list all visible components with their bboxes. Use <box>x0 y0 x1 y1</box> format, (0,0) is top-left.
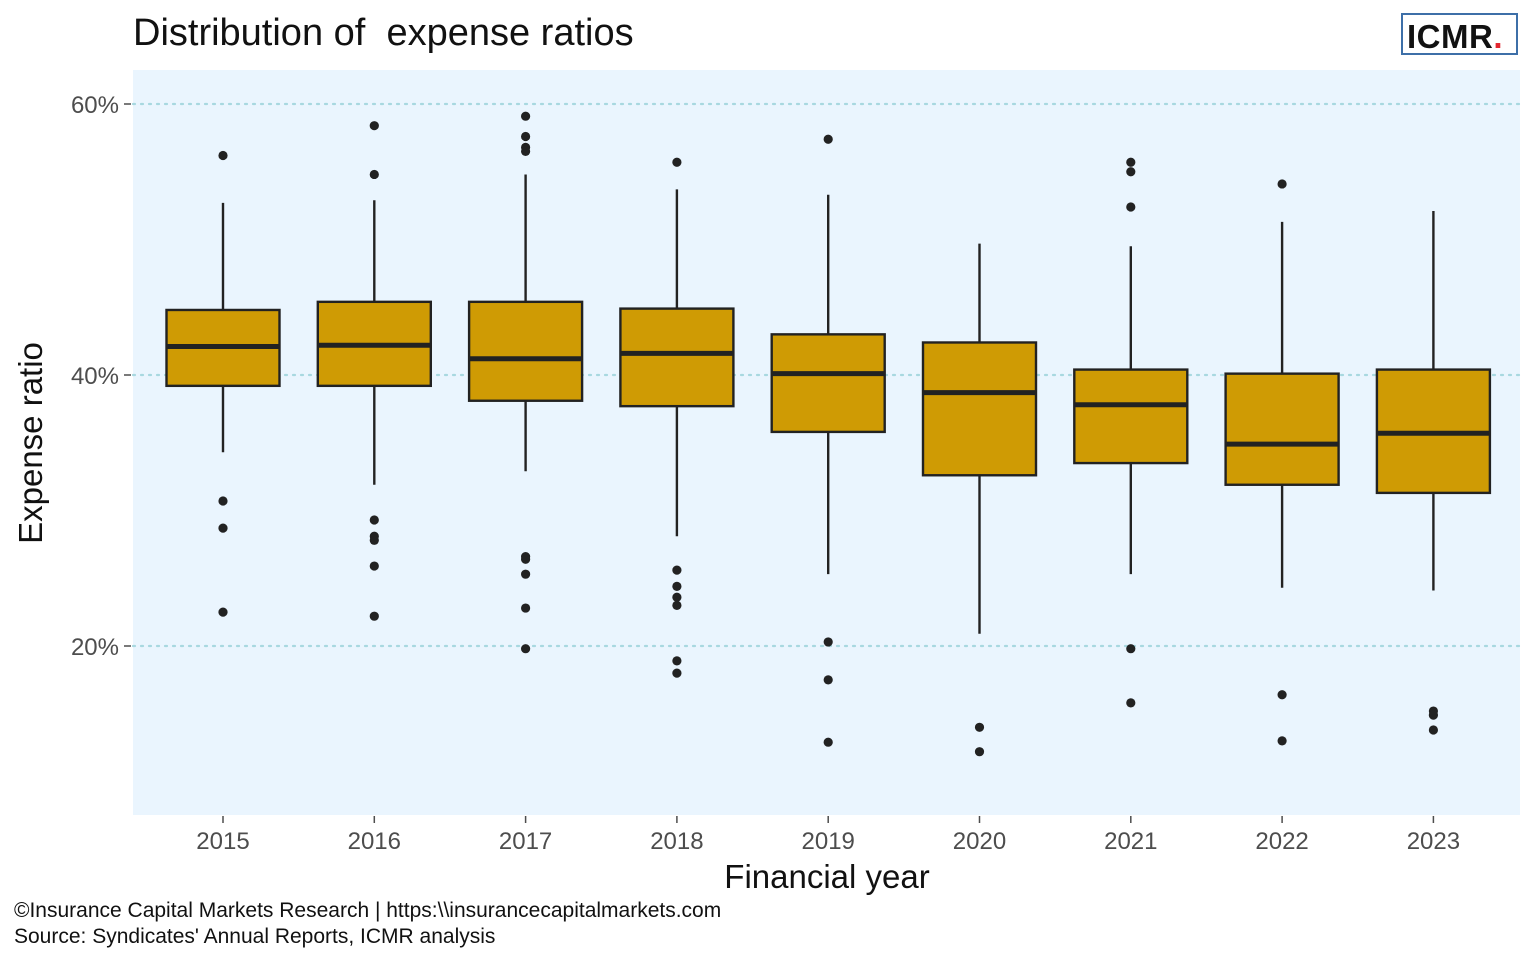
outlier-point <box>1277 179 1287 189</box>
outlier-point <box>369 535 379 545</box>
x-tick-label: 2016 <box>348 828 401 855</box>
x-tick-label: 2020 <box>953 828 1006 855</box>
outlier-point <box>218 496 228 506</box>
outlier-point <box>672 668 682 678</box>
caption-copyright: ©Insurance Capital Markets Research | ht… <box>14 899 721 922</box>
outlier-point <box>369 561 379 571</box>
iqr-box <box>1073 368 1189 465</box>
outlier-point <box>369 169 379 180</box>
outlier-point <box>218 607 228 617</box>
outlier-point <box>823 675 833 685</box>
box-2023 <box>1375 211 1492 735</box>
outlier-point <box>1277 690 1287 700</box>
outlier-point <box>1126 157 1136 167</box>
y-tick-label: 20% <box>71 634 119 661</box>
iqr-box <box>1224 372 1340 486</box>
box-2019 <box>770 134 886 747</box>
outlier-point <box>1428 725 1438 735</box>
outlier-point <box>521 569 531 579</box>
outlier-point <box>218 523 228 533</box>
outlier-point <box>672 157 682 167</box>
outlier-point <box>218 150 228 161</box>
outlier-point <box>521 554 531 564</box>
outlier-point <box>1428 710 1438 720</box>
outlier-point <box>369 515 379 525</box>
icmr-logo: ICMR. <box>1401 13 1518 55</box>
outlier-point <box>672 565 682 575</box>
outlier-point <box>974 722 985 732</box>
x-axis-title: Financial year <box>724 858 929 895</box>
x-tick-label: 2021 <box>1104 828 1157 855</box>
y-axis-title: Expense ratio <box>12 342 49 544</box>
outlier-point <box>521 603 531 613</box>
outlier-point <box>1126 202 1136 212</box>
y-axis-ticks: 20% 40% 60% <box>71 92 131 661</box>
outlier-point <box>521 111 531 121</box>
outlier-point <box>1126 167 1136 177</box>
outlier-point <box>823 637 833 647</box>
iqr-box <box>770 333 886 434</box>
box-2018 <box>619 157 735 678</box>
outlier-point <box>521 131 531 142</box>
outlier-point <box>823 737 833 747</box>
caption-source: Source: Syndicates' Annual Reports, ICMR… <box>14 925 495 948</box>
iqr-box <box>619 307 735 408</box>
logo-text: ICMR. <box>1407 18 1503 55</box>
outlier-point <box>521 644 531 654</box>
outlier-point <box>369 121 379 131</box>
outlier-point <box>672 581 682 591</box>
logo-border <box>1401 13 1518 55</box>
x-axis-ticks: 2015 2016 2017 2018 2019 2020 2021 2022 2023 <box>196 816 1460 855</box>
outlier-point <box>974 747 985 757</box>
box-2022 <box>1224 179 1340 746</box>
outlier-point <box>1126 644 1136 654</box>
outlier-point <box>672 600 682 610</box>
box-2015 <box>165 150 281 617</box>
chart-title: Distribution of expense ratios <box>133 12 634 54</box>
outlier-point <box>1126 698 1136 708</box>
x-tick-label: 2017 <box>499 828 552 855</box>
outlier-point <box>672 592 682 602</box>
boxes <box>165 111 1492 757</box>
box-2016 <box>316 121 432 621</box>
outlier-point <box>672 656 682 666</box>
iqr-box <box>921 341 1038 477</box>
y-tick-label: 40% <box>71 363 119 390</box>
x-tick-label: 2018 <box>650 828 703 855</box>
box-2017 <box>467 111 584 654</box>
x-tick-label: 2023 <box>1407 828 1460 855</box>
x-tick-label: 2019 <box>802 828 855 855</box>
box-2021 <box>1073 157 1189 708</box>
iqr-box <box>467 300 584 402</box>
box-2020 <box>921 243 1038 757</box>
outlier-point <box>369 611 379 621</box>
x-tick-label: 2015 <box>196 828 249 855</box>
outlier-point <box>1277 736 1287 746</box>
y-tick-label: 60% <box>71 92 119 119</box>
outlier-point <box>521 146 531 157</box>
x-tick-label: 2022 <box>1255 828 1308 855</box>
outlier-point <box>823 134 833 144</box>
